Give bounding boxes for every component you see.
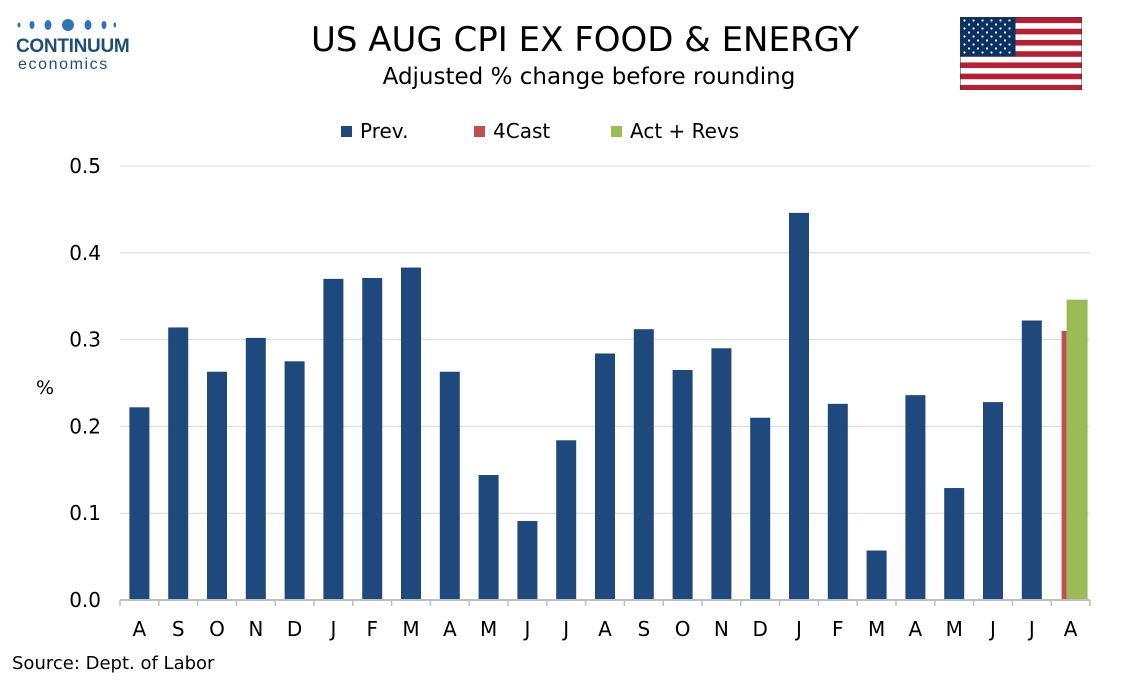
x-tick-label: M: [946, 617, 963, 641]
legend-label-forecast: 4Cast: [493, 119, 551, 143]
x-tick-label: O: [209, 617, 225, 641]
x-tick-label: O: [675, 617, 691, 641]
x-tick-label: M: [480, 617, 497, 641]
legend-item-prev: Prev.: [341, 119, 408, 143]
bar-prev: [866, 550, 887, 600]
bar-prev: [207, 371, 227, 600]
y-tick-label: 0.3: [69, 328, 101, 352]
bar-prev: [789, 212, 809, 600]
bar-prev: [711, 348, 732, 600]
axes: 0.00.10.20.30.40.5%A S O N D J F M A M J J A S O N D J F M A…: [36, 154, 1091, 641]
x-tick-label: N: [248, 617, 263, 641]
chart-legend: Prev. 4Cast Act + Revs: [0, 119, 1134, 145]
bars: [129, 212, 1088, 600]
legend-swatch-prev: [341, 125, 352, 137]
x-tick-label: J: [561, 617, 569, 641]
legend-item-forecast: 4Cast: [474, 119, 550, 143]
bar-prev: [1021, 320, 1042, 600]
x-tick-label: S: [172, 617, 185, 641]
x-tick-label: D: [752, 617, 767, 641]
chart-subtitle: Adjusted % change before rounding: [382, 64, 796, 90]
x-tick-label: A: [443, 617, 457, 641]
x-tick-label: F: [832, 617, 844, 641]
bar-prev: [672, 369, 693, 600]
bar-prev: [905, 395, 926, 600]
bar-prev: [517, 521, 538, 600]
legend-swatch-actual: [611, 125, 622, 137]
bar-prev: [944, 488, 965, 600]
bar-prev: [323, 278, 344, 600]
bar-prev: [556, 440, 577, 600]
x-tick-label: J: [328, 617, 336, 641]
x-tick-label: M: [402, 617, 419, 641]
x-tick-label: D: [287, 617, 302, 641]
y-tick-label: 0.1: [69, 501, 101, 525]
us-flag-icon: [960, 17, 1082, 90]
bar-prev: [439, 371, 460, 600]
y-tick-label: 0.4: [69, 241, 101, 265]
x-tick-label: J: [1027, 617, 1035, 641]
bar-prev: [827, 403, 848, 600]
legend-item-actual: Act + Revs: [611, 119, 739, 143]
x-tick-label: F: [366, 617, 378, 641]
x-tick-label: J: [522, 617, 530, 641]
legend-swatch-forecast: [474, 125, 485, 137]
bar-prev: [595, 353, 615, 600]
bar-prev: [750, 417, 771, 600]
bar-prev: [168, 327, 189, 600]
bar-prev: [284, 361, 305, 600]
x-tick-label: J: [794, 617, 802, 641]
bar-prev: [362, 277, 383, 600]
source-note: Source: Dept. of Labor: [12, 653, 215, 674]
bar-actual: [1066, 299, 1088, 600]
x-tick-label: A: [598, 617, 612, 641]
bar-prev: [633, 329, 654, 600]
bar-prev: [245, 337, 266, 600]
x-tick-label: A: [133, 617, 147, 641]
logo-dots-icon: [17, 19, 116, 31]
y-tick-label: 0.5: [69, 154, 101, 178]
x-tick-label: N: [714, 617, 729, 641]
bar-prev: [401, 267, 421, 600]
x-tick-label: A: [909, 617, 923, 641]
y-tick-label: 0.2: [69, 414, 101, 438]
company-logo: CONTINUUM economics: [12, 14, 137, 76]
y-axis-label: %: [36, 377, 54, 399]
x-tick-label: S: [637, 617, 650, 641]
bar-prev: [983, 402, 1003, 600]
x-tick-label: M: [868, 617, 885, 641]
logo-text-secondary: economics: [18, 56, 109, 73]
chart-title: US AUG CPI EX FOOD & ENERGY: [310, 20, 860, 60]
y-tick-label: 0.0: [69, 588, 101, 612]
logo-text-primary: CONTINUUM: [16, 36, 130, 57]
legend-label-actual: Act + Revs: [630, 119, 740, 143]
bar-prev: [129, 407, 150, 600]
x-tick-label: A: [1064, 617, 1078, 641]
bar-prev: [478, 475, 499, 600]
x-tick-label: J: [988, 617, 996, 641]
legend-label-prev: Prev.: [360, 119, 409, 143]
bar-forecast: [1061, 330, 1067, 600]
